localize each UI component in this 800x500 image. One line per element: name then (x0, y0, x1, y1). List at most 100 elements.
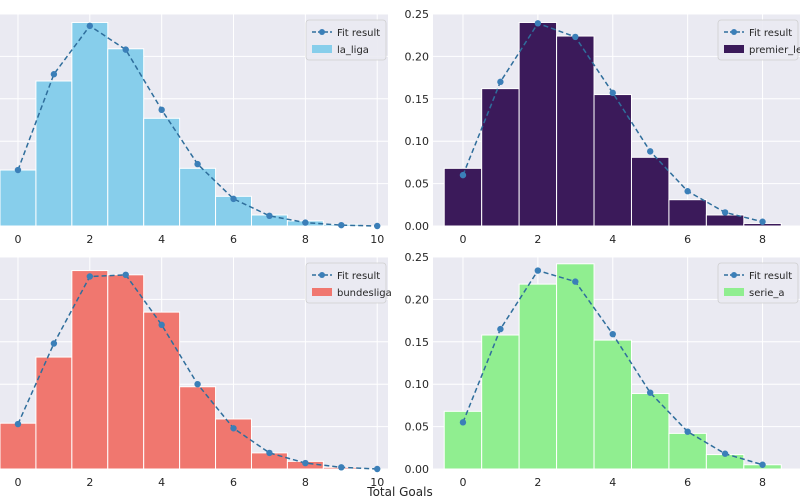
y-tick-label: 0.05 (405, 178, 430, 191)
fit-point (374, 222, 381, 230)
fit-point (230, 425, 237, 432)
fit-point (86, 22, 94, 30)
fit-point (122, 46, 129, 53)
x-tick-label: 6 (684, 233, 691, 246)
histogram-bar (35, 80, 73, 227)
fit-point (459, 171, 467, 179)
histogram-bar (0, 422, 37, 470)
y-tick-label: 0.15 (405, 336, 430, 349)
legend: Fit result bundesliga (305, 262, 392, 304)
fit-point (721, 450, 729, 457)
fit-point (14, 166, 22, 174)
fit-point (609, 89, 616, 97)
legend-bar-swatch (312, 45, 332, 53)
histogram-bar (668, 199, 707, 227)
fit-point (50, 340, 58, 347)
fit-point (684, 188, 691, 195)
legend-marker-swatch (319, 272, 325, 278)
x-tick-label: 0 (14, 476, 21, 489)
y-tick-label: 0.00 (405, 220, 430, 233)
fit-point (684, 428, 691, 435)
chart-panel-serie-a: 0 2 4 6 8 0.00 0.05 0.10 0.15 0.20 0.25 Fit result s… (405, 251, 800, 489)
x-tick-label: 4 (158, 476, 165, 489)
histogram-bar (179, 167, 217, 227)
fit-point (459, 419, 467, 426)
fit-point (647, 389, 654, 396)
fit-point (338, 221, 345, 229)
x-tick-label: 10 (370, 233, 384, 246)
x-tick-label: 4 (609, 476, 616, 489)
y-tick-label: 0.10 (405, 378, 430, 391)
legend-bar-swatch (724, 45, 744, 53)
fit-point (302, 459, 309, 467)
fit-point (338, 464, 345, 471)
fit-point (302, 219, 309, 226)
fit-point (497, 325, 504, 333)
y-tick-label: 0.10 (405, 135, 430, 148)
fit-point (609, 330, 616, 338)
histogram-bar (593, 94, 632, 227)
x-tick-label: 8 (302, 476, 309, 489)
legend-label-league: la_liga (337, 45, 369, 56)
histogram-bar (71, 270, 109, 470)
x-tick-label: 8 (759, 233, 766, 246)
histogram-bar (630, 393, 670, 470)
fit-point (572, 278, 579, 285)
x-tick-label: 2 (86, 233, 93, 246)
histogram-bar (556, 263, 595, 470)
x-tick-label: 0 (459, 476, 466, 489)
fit-point (266, 449, 273, 457)
fit-point (14, 420, 22, 428)
fit-point (158, 321, 165, 329)
histogram-bar (705, 214, 745, 227)
fit-point (266, 212, 273, 220)
histogram-bar (630, 156, 670, 227)
histogram-bar (556, 35, 595, 227)
x-axis-label: Total Goals (366, 485, 432, 499)
legend-marker-swatch (731, 272, 737, 278)
fit-point (158, 106, 165, 114)
chart-panel-premier: 0 2 4 6 8 0.00 0.05 0.10 0.15 0.20 0.25 Fit result p… (405, 8, 800, 246)
x-tick-label: 2 (86, 476, 93, 489)
x-tick-label: 4 (609, 233, 616, 246)
chart-panel-la-liga: 0 2 4 6 8 10 Fit result la_liga (0, 13, 388, 246)
legend-label-league: bundesliga (337, 288, 392, 299)
x-tick-label: 8 (759, 476, 766, 489)
histogram-bar (518, 283, 558, 470)
y-tick-label: 0.05 (405, 421, 430, 434)
legend-label-fit: Fit result (749, 271, 792, 282)
histogram-bar (179, 386, 217, 470)
histogram-bar (35, 356, 73, 470)
fit-point (122, 271, 129, 279)
fit-point (534, 267, 542, 274)
x-tick-label: 6 (230, 233, 237, 246)
legend: Fit result premier_league (717, 19, 800, 61)
legend-label-league: premier_league (749, 45, 800, 56)
histogram-bar (143, 117, 181, 227)
histogram-bar (0, 169, 37, 227)
legend-label-fit: Fit result (337, 28, 380, 39)
fit-point (50, 71, 58, 78)
x-tick-label: 8 (302, 233, 309, 246)
x-tick-label: 0 (459, 233, 466, 246)
x-tick-label: 6 (230, 476, 237, 489)
fit-point (534, 20, 542, 27)
x-tick-label: 10 (370, 476, 384, 489)
legend-bar-swatch (312, 288, 332, 296)
y-tick-label: 0.25 (405, 251, 430, 264)
histogram-bar (481, 88, 520, 227)
x-tick-label: 4 (158, 233, 165, 246)
legend-label-fit: Fit result (749, 28, 792, 39)
fit-point (721, 209, 729, 216)
histogram-bar (481, 334, 520, 470)
legend-marker-swatch (319, 29, 325, 35)
fit-point (647, 148, 654, 155)
fit-point (194, 381, 201, 388)
x-tick-label: 0 (14, 233, 21, 246)
histogram-bar (107, 48, 145, 227)
x-tick-label: 2 (534, 476, 541, 489)
histogram-bar (71, 21, 109, 227)
fit-point (759, 218, 766, 225)
y-tick-label: 0.00 (405, 463, 430, 476)
